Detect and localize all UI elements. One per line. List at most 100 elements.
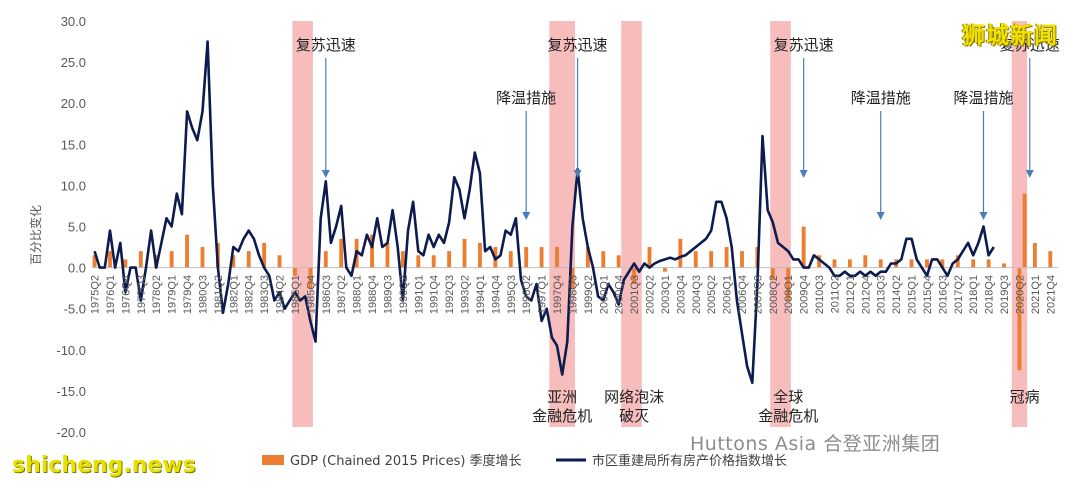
x-tick-label: 2012Q1: [845, 275, 857, 314]
gdp-bar: [246, 251, 251, 268]
gdp-bar: [601, 251, 606, 268]
y-tick-label: -10.0: [56, 343, 86, 358]
x-tick-label: 1986Q3: [321, 275, 333, 314]
gdp-bar: [262, 242, 267, 268]
gdp-bar: [1032, 242, 1037, 268]
x-tick-label: 2006Q4: [737, 275, 749, 314]
legend-bar-label: GDP (Chained 2015 Prices) 季度增长: [290, 453, 522, 469]
gdp-bar: [878, 259, 883, 268]
shaded-period-0: [292, 21, 313, 427]
gdp-bar: [678, 238, 683, 268]
annotation-crisis: 亚洲: [547, 388, 577, 406]
x-tick-label: 2016Q3: [937, 275, 949, 314]
shaded-period-2: [621, 21, 642, 427]
annotation-recovery: 复苏迅速: [774, 36, 834, 54]
x-tick-label: 2020Q2: [1015, 275, 1027, 314]
x-tick-label: 2021Q1: [1030, 275, 1042, 314]
gdp-bar: [770, 267, 775, 280]
x-tick-label: 1991Q1: [413, 275, 425, 314]
annotation-arrowhead: [573, 170, 582, 178]
gdp-bar: [1017, 267, 1022, 371]
legend-line-label: 市区重建局所有房产价格指数增长: [592, 453, 787, 469]
annotation-crisis: 冠病: [1010, 388, 1040, 406]
gdp-bar: [200, 247, 205, 268]
annotation-crisis: 网络泡沫: [604, 388, 664, 406]
gdp-bar: [1002, 263, 1006, 268]
annotation-arrowhead: [1025, 170, 1034, 178]
x-tick-label: 1982Q4: [244, 275, 256, 314]
gdp-bar: [863, 255, 868, 268]
gdp-bar: [370, 234, 374, 268]
x-tick-label: 2006Q1: [722, 275, 734, 314]
annotation-cooling: 降温措施: [496, 89, 556, 107]
x-tick-label: 2017Q2: [953, 275, 965, 314]
gdp-bar: [416, 255, 421, 268]
x-tick-label: 1996Q2: [521, 275, 533, 314]
gdp-bar: [478, 242, 482, 268]
x-tick-label: 1982Q1: [228, 275, 240, 314]
gdp-bar: [847, 259, 852, 268]
x-tick-label: 2015Q4: [922, 275, 934, 314]
gdp-bar: [709, 251, 714, 268]
gdp-bar: [169, 251, 174, 268]
gdp-bar: [123, 259, 128, 268]
x-tick-label: 1988Q4: [367, 275, 379, 314]
x-tick-label: 1976Q1: [105, 275, 117, 314]
x-tick-label: 1981Q2: [213, 275, 225, 314]
x-tick-label: 1994Q4: [490, 275, 502, 314]
gdp-bar: [431, 255, 436, 268]
x-tick-label: 1994Q1: [475, 275, 487, 314]
gdp-bar: [632, 267, 637, 285]
gdp-bar: [693, 251, 698, 268]
x-tick-label: 2003Q1: [660, 275, 672, 314]
gdp-bar: [925, 259, 929, 268]
x-tick-label: 1990Q2: [398, 275, 410, 314]
x-tick-label: 2002Q2: [645, 275, 657, 314]
annotation-crisis: 金融危机: [758, 407, 818, 425]
gdp-bar: [817, 255, 821, 268]
x-tick-label: 1998Q3: [567, 275, 579, 314]
x-tick-label: 1979Q4: [182, 275, 194, 314]
gdp-bar: [724, 247, 729, 268]
y-tick-label: 10.0: [61, 178, 86, 193]
x-tick-label: 2015Q1: [907, 275, 919, 314]
gdp-bar: [555, 247, 559, 268]
x-tick-label: 1980Q3: [198, 275, 210, 314]
gdp-bar: [786, 267, 791, 301]
x-tick-label: 2011Q2: [830, 275, 842, 313]
gdp-bar: [524, 247, 529, 268]
y-tick-label: 0.0: [68, 261, 86, 276]
annotation-recovery: 复苏迅速: [548, 36, 608, 54]
y-tick-label: 25.0: [61, 55, 86, 70]
gdp-bar: [92, 255, 97, 268]
x-tick-label: 2010Q3: [814, 275, 826, 314]
gdp-bar: [1048, 251, 1053, 268]
gdp-bar: [138, 251, 143, 268]
gdp-bar: [231, 255, 236, 268]
y-tick-label: -15.0: [56, 384, 86, 399]
gdp-bar: [801, 226, 806, 268]
y-tick-label: 30.0: [61, 14, 86, 29]
x-tick-label: 1995Q3: [506, 275, 518, 314]
watermark-bottom-left: shicheng.news: [12, 453, 196, 478]
annotation-arrowhead: [799, 170, 808, 178]
shaded-period-3: [770, 21, 791, 427]
x-tick-label: 1999Q2: [583, 275, 595, 314]
annotation-arrowhead: [876, 212, 885, 220]
gdp-bars: [92, 193, 1053, 371]
gdp-bar: [108, 251, 112, 268]
annotation-recovery: 复苏迅速: [296, 36, 356, 54]
x-tick-label: 2014Q2: [891, 275, 903, 314]
shaded-period-4: [1011, 21, 1028, 427]
x-tick-label: 1997Q4: [552, 275, 564, 314]
x-tick-label: 2012Q4: [860, 275, 872, 314]
shaded-periods: [292, 21, 1028, 427]
gdp-bar: [585, 247, 590, 268]
gdp-bar: [740, 251, 744, 268]
x-tick-label: 1992Q3: [444, 275, 456, 314]
gdp-bar: [508, 251, 513, 268]
x-tick-label: 1988Q1: [352, 275, 364, 314]
shaded-period-1: [549, 21, 575, 427]
x-tick-label: 2018Q1: [968, 275, 980, 314]
